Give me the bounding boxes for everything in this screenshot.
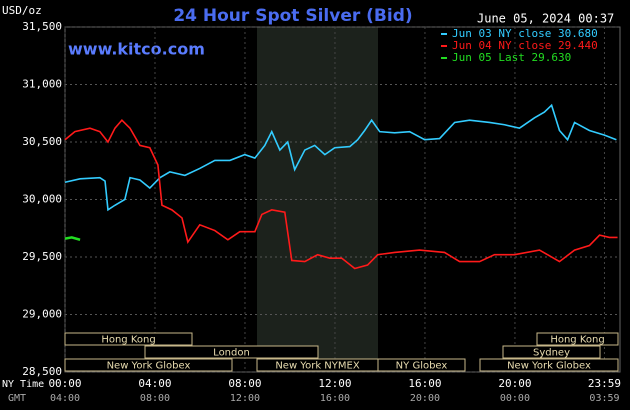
session-label: Sydney (533, 348, 570, 359)
session-box (479, 358, 619, 372)
y-tick-label: 31,500 (22, 20, 62, 33)
series-line (64, 103, 617, 212)
session-box (144, 345, 319, 359)
x-tick-label: 20:00 (498, 377, 531, 390)
nymex-shade (257, 27, 378, 372)
x-tick-label: 00:00 (48, 377, 81, 390)
session-box (64, 358, 233, 372)
session-label: Hong Kong (101, 335, 155, 346)
session-label: New York Globex (507, 361, 591, 372)
x-tick-label: 08:00 (228, 377, 261, 390)
x2-tick-label: 04:00 (50, 393, 80, 404)
y-tick-label: 28,500 (22, 365, 62, 378)
x-label: NY Time (2, 379, 44, 390)
timestamp: June 05, 2024 00:37 (477, 12, 614, 26)
session-box (502, 345, 601, 359)
x-tick-label: 12:00 (318, 377, 351, 390)
y-tick-label: 31,000 (22, 78, 62, 91)
y-tick-label: 29,000 (22, 308, 62, 321)
y-tick-label: 30,500 (22, 135, 62, 148)
y-tick-label: 29,500 (22, 250, 62, 263)
x-tick-label: 16:00 (408, 377, 441, 390)
session-label: NY Globex (396, 361, 448, 372)
source: www.kitco.com (68, 40, 205, 59)
x-tick-label: 23:59 (588, 377, 621, 390)
legend-label: Jun 05 Last 29.630 (452, 51, 571, 64)
session-box (64, 332, 193, 346)
x2-tick-label: 20:00 (410, 393, 440, 404)
x2-tick-label: 16:00 (320, 393, 350, 404)
y-label: USD/oz (2, 4, 42, 17)
series-line (64, 236, 81, 241)
x2-label: GMT (8, 393, 26, 404)
y-tick-label: 30,000 (22, 193, 62, 206)
session-label: London (213, 348, 250, 359)
x2-tick-label: 08:00 (140, 393, 170, 404)
session-box (377, 358, 466, 372)
session-label: New York NYMEX (275, 361, 360, 372)
session-label: Hong Kong (550, 335, 604, 346)
x2-tick-label: 00:00 (500, 393, 530, 404)
chart-title: 24 Hour Spot Silver (Bid) (173, 6, 412, 26)
legend-label: Jun 03 NY close 30.680 (452, 27, 598, 40)
x-tick-label: 04:00 (138, 377, 171, 390)
x2-tick-label: 12:00 (230, 393, 260, 404)
session-label: New York Globex (107, 361, 191, 372)
x2-tick-label: 03:59 (589, 393, 619, 404)
series-line (64, 118, 618, 270)
legend-label: Jun 04 NY close 29.440 (452, 39, 598, 52)
session-box (536, 332, 619, 346)
